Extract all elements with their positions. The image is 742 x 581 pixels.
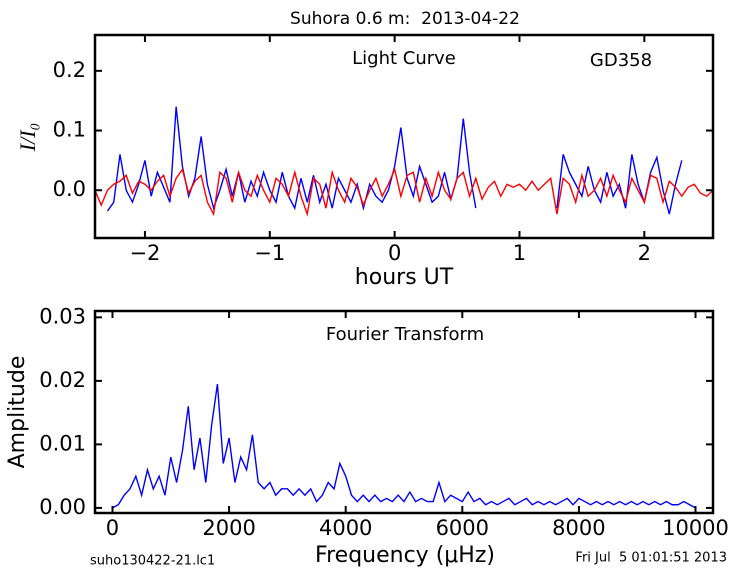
y-axis-label: I/I₀ bbox=[15, 123, 40, 152]
x-tick-label: 6000 bbox=[436, 516, 489, 540]
x-tick-label: 2 bbox=[638, 241, 651, 265]
x-axis-label: hours UT bbox=[355, 265, 454, 290]
data-line bbox=[112, 383, 696, 509]
x-tick-label: 4000 bbox=[319, 516, 372, 540]
plot-frame bbox=[93, 309, 715, 515]
y-tick-label: 0.1 bbox=[53, 118, 86, 142]
y-axis-label: Amplitude bbox=[5, 356, 30, 469]
data-line bbox=[94, 167, 714, 217]
x-tick-label: 0 bbox=[106, 516, 119, 540]
x-tick-label: −1 bbox=[254, 241, 285, 265]
plot-frame bbox=[93, 33, 715, 240]
x-tick-label: 1 bbox=[513, 241, 526, 265]
y-tick-label: 0.03 bbox=[39, 304, 86, 328]
y-tick-label: 0.00 bbox=[39, 495, 86, 519]
annotation: Fourier Transform bbox=[326, 324, 484, 345]
y-tick-label: 0.2 bbox=[53, 58, 86, 82]
y-tick-label: 0.02 bbox=[39, 368, 86, 392]
x-tick-label: −2 bbox=[129, 241, 160, 265]
x-tick-label: 0 bbox=[388, 241, 401, 265]
x-tick-label: 2000 bbox=[202, 516, 255, 540]
x-axis-label: Frequency (μHz) bbox=[315, 543, 495, 568]
annotation: GD358 bbox=[590, 50, 652, 71]
data-line bbox=[106, 106, 683, 215]
annotation: Light Curve bbox=[352, 48, 456, 69]
y-tick-label: 0.01 bbox=[39, 431, 86, 455]
y-tick-label: 0.0 bbox=[53, 177, 86, 201]
chart-title: Suhora 0.6 m: 2013-04-22 bbox=[290, 9, 520, 29]
x-tick-label: 8000 bbox=[552, 516, 605, 540]
x-tick-label: 10000 bbox=[662, 516, 729, 540]
footer-timestamp: Fri Jul 5 01:01:51 2013 bbox=[575, 551, 727, 566]
footer-file: suho130422-21.lc1 bbox=[90, 554, 215, 569]
